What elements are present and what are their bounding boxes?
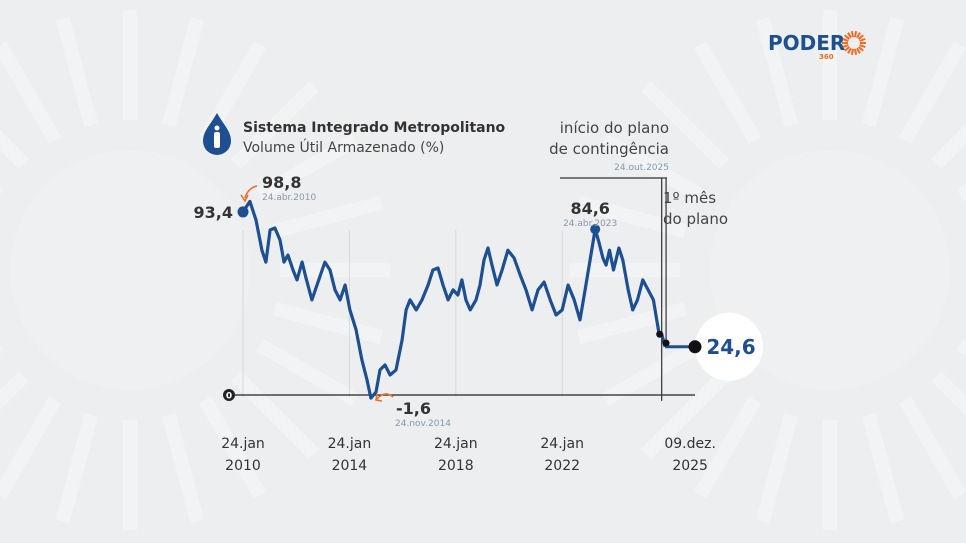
zero-marker [223,389,235,401]
event-date: 24.out.2025 [614,163,669,173]
x-tick-label: 24.jan [221,436,265,452]
background-ray [577,302,687,345]
chart-title: Sistema Integrado Metropolitano [243,120,506,136]
sun-ray [857,34,864,40]
logo-sub: 360 [819,53,834,61]
background-ray [0,396,62,499]
sun-ray [854,31,858,38]
background-circle [10,150,250,390]
sun-ray [859,44,866,49]
x-tick-label: 09.dez. [664,436,716,452]
event-label: do plano [663,210,728,228]
x-tick-label: 2010 [225,458,261,474]
sun-ray [854,48,858,55]
background-ray [693,396,762,499]
background-ray [898,41,966,144]
logo-text: PODER [768,31,845,55]
annotation-date: 24.abr.2023 [563,219,617,229]
sun-ray [842,44,849,49]
event-label: de contingência [549,140,669,158]
background-ray [0,130,29,169]
sun-ray [847,47,852,54]
last-value-label: 24,6 [706,335,755,359]
zero-label: 0 [226,392,232,402]
background-ray [198,396,267,499]
event-dot [662,339,670,347]
sun-ray [844,46,851,52]
background-ray [601,338,704,407]
series-line [241,199,667,400]
sun-ray [856,47,861,54]
background-ray [0,41,62,144]
background-ray [862,413,905,523]
background-ray [693,41,762,144]
sun-ray [859,37,866,42]
chart-subtitle: Volume Útil Armazenado (%) [243,138,444,156]
background-ray [256,133,359,202]
background-ray [55,17,98,127]
arrow-icon [244,185,258,199]
background-ray [162,413,205,523]
annotation-value: 98,8 [262,173,301,192]
sun-ray [850,48,854,55]
x-tick-label: 2014 [332,458,368,474]
arrow-icon [240,194,249,203]
background-circle [710,150,950,390]
peak-dot [590,224,601,235]
sun-ray [844,34,851,40]
x-tick-label: 24.jan [540,436,584,452]
x-tick-label: 2022 [544,458,580,474]
background-ray [273,302,383,345]
annotation-date: 24.abr.2010 [262,193,316,203]
background-ray [641,371,729,459]
background-ray [931,124,966,169]
background-ray [231,81,319,169]
x-tick-label: 2018 [438,458,474,474]
sun-ray [842,37,849,42]
background-ray [898,396,966,499]
background-ray [577,195,687,238]
x-tick-label: 24.jan [328,436,372,452]
background-ray [931,371,966,416]
background-ray [755,413,798,523]
annotation-date: 24.nov.2014 [395,419,451,429]
event-label: 1º mês [663,189,716,207]
background-ray [755,17,798,127]
annotation-value: 93,4 [194,203,233,222]
x-tick-label: 2025 [672,458,708,474]
background-ray [641,81,729,169]
annotation-value: 84,6 [570,199,609,218]
background-ray [601,133,704,202]
last-value-bubble [695,312,763,381]
sun-icon [842,31,866,55]
event-label: início do plano [560,119,669,137]
drop-person-icon [203,113,231,155]
poder360-logo: PODER 360 [768,31,866,61]
arrow-icon [375,393,383,402]
sun-ray [856,32,861,39]
background-ray [55,413,98,523]
arrow-icon [376,393,394,400]
sun-ray [850,31,854,38]
x-tick-label: 24.jan [434,436,478,452]
annotation-value: -1,6 [396,399,431,418]
background-ray [0,371,29,410]
sun-ray [857,46,864,52]
background-ray [256,338,359,407]
background-ray [273,195,383,238]
start-dot [237,206,249,218]
sun-ray [847,32,852,39]
event-dot [656,330,664,338]
background-ray [162,17,205,127]
last-dot [688,340,702,354]
background-ray [862,17,905,127]
background-ray [231,371,319,459]
